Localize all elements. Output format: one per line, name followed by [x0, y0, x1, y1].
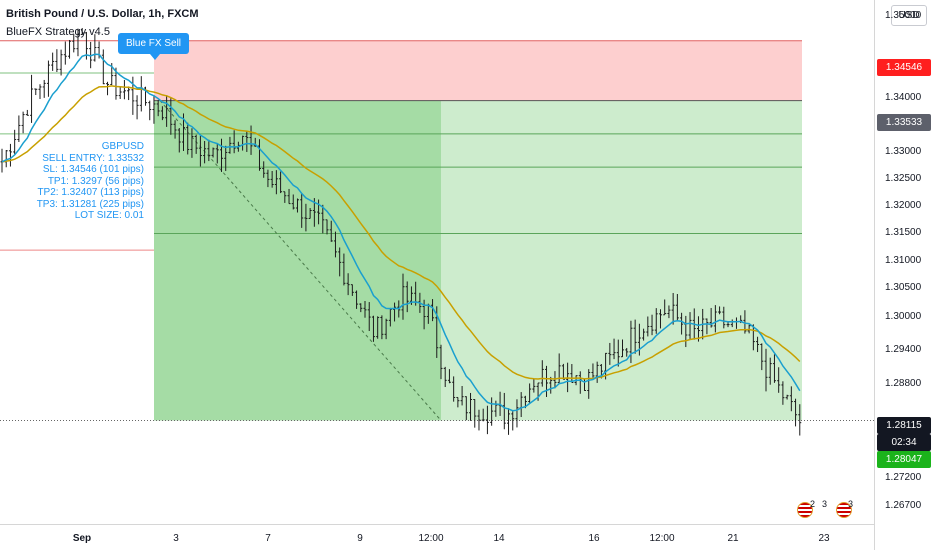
time-axis[interactable]: Sep 3 7 9 12:00 14 16 12:00 21 23: [0, 524, 874, 551]
slow-moving-average-line: [1, 85, 801, 380]
symbol-title: British Pound / U.S. Dollar, 1h, FXCM: [6, 8, 199, 20]
trend-projection-line: [159, 100, 442, 421]
stop-loss-zone: [154, 40, 802, 101]
price-tick: 1.29400: [885, 344, 922, 355]
time-tick: 14: [493, 533, 505, 544]
time-tick: 16: [588, 533, 600, 544]
current-price-tag: 1.28115: [877, 417, 931, 434]
price-tick: 1.30500: [885, 282, 922, 293]
price-tick: 1.27200: [885, 472, 922, 483]
time-tick: 7: [265, 533, 271, 544]
price-tick: 1.26700: [885, 500, 922, 511]
currency-button[interactable]: USD: [891, 5, 927, 26]
price-tick: 1.30000: [885, 311, 922, 322]
price-tick: 1.32500: [885, 173, 922, 184]
price-tick: 1.35000: [885, 10, 922, 21]
sell-signal-label: Blue FX Sell: [118, 33, 190, 60]
info-symbol: GBPUSD: [101, 141, 144, 152]
price-tick: 1.33000: [885, 146, 922, 157]
time-tick: 21: [727, 533, 739, 544]
event-count-badge: 3: [848, 499, 854, 509]
price-tick: 1.34000: [885, 92, 922, 103]
time-tick: 12:00: [649, 533, 675, 544]
time-tick: 9: [357, 533, 363, 544]
info-lot-size: LOT SIZE: 0.01: [74, 210, 144, 221]
price-axis[interactable]: USD 1.35000 1.34000 1.33000 1.32500 1.32…: [874, 0, 932, 550]
take-profit-zone-filled: [154, 100, 441, 421]
event-count-badge: 3: [822, 499, 828, 509]
price-tick: 1.31500: [885, 227, 922, 238]
price-chart[interactable]: [0, 0, 874, 524]
us-flag-icon[interactable]: [797, 502, 813, 518]
take-profit-zone: [441, 100, 802, 421]
event-count-badge: 2: [810, 499, 816, 509]
us-flag-icon[interactable]: [836, 502, 852, 518]
time-tick: 3: [173, 533, 179, 544]
time-tick: 23: [818, 533, 830, 544]
entry-price-tag: 1.33533: [877, 114, 931, 131]
info-sl: SL: 1.34546 (101 pips): [42, 164, 144, 175]
fast-moving-average-line: [1, 53, 801, 412]
price-tick: 1.28800: [885, 378, 922, 389]
chart-area[interactable]: British Pound / U.S. Dollar, 1h, FXCM Bl…: [0, 0, 874, 524]
info-tp1: TP1: 1.3297 (56 pips): [47, 175, 144, 187]
indicator-name[interactable]: BlueFX Strategy v4.5: [6, 26, 110, 38]
price-tick: 1.32000: [885, 200, 922, 211]
trade-info-box: GBPUSD SELL ENTRY: 1.33532 SL: 1.34546 (…: [37, 141, 144, 222]
info-tp2: TP2: 1.32407 (113 pips): [37, 187, 144, 198]
time-tick: Sep: [72, 533, 92, 544]
info-tp3: TP3: 1.31281 (225 pips): [36, 198, 144, 210]
stop-loss-price-tag: 1.34546: [877, 59, 931, 76]
green-price-tag: 1.28047: [877, 451, 931, 468]
price-tick: 1.31000: [885, 255, 922, 266]
info-entry: SELL ENTRY: 1.33532: [42, 152, 144, 164]
time-tick: 12:00: [418, 533, 444, 544]
bar-countdown-tag: 02:34: [877, 434, 931, 451]
